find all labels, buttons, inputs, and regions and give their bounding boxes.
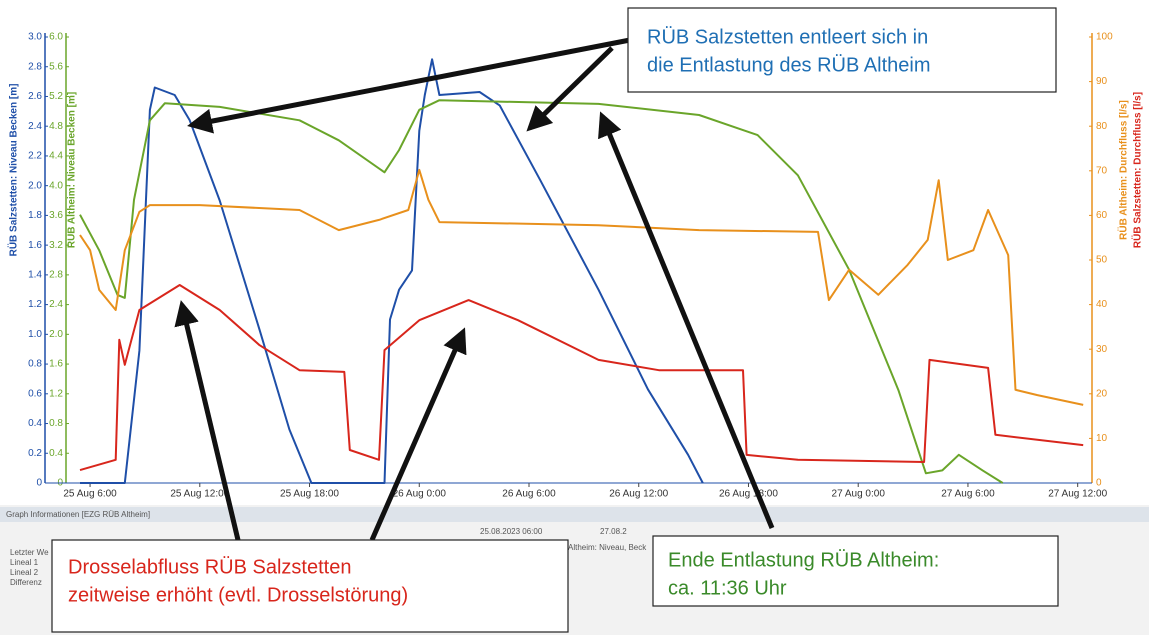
y-tick-label: 4.0 [49,180,63,191]
axis-title: RÜB Salzstetten: Niveau Becken [m] [7,84,20,257]
x-tick-label: 25 Aug 12:00 [170,489,229,500]
y-tick-label: 30 [1096,344,1108,355]
series-line [79,284,1084,472]
y-tick-label: 1.4 [28,270,42,281]
annotation-text: RÜB Salzstetten entleert sich in [647,26,928,48]
annotation-text: zeitweise erhöht (evtl. Drosselstörung) [68,584,408,606]
arrow [369,327,467,542]
y-tick-label: 60 [1096,210,1108,221]
annotation-box [627,7,1057,93]
annotations: RÜB Salzstetten entleert sich in die Entl… [51,7,1059,633]
panel-from: 25.08.2023 06:00 [480,527,543,536]
panel-column: Altheim: Niveau, Beck [568,543,647,552]
panel-row: Lineal 1 [10,558,39,567]
y-tick-label: 80 [1096,121,1108,132]
y-tick-label: 0.8 [49,418,63,429]
y-tick-label: 0.4 [28,418,42,429]
panel-title: Graph Informationen [EZG RÜB Altheim] [6,510,150,519]
x-tick-label: 26 Aug 12:00 [609,489,668,500]
y-tick-label: 10 [1096,433,1108,444]
y-tick-label: 5.2 [49,91,63,102]
annotation-box [51,539,569,633]
y-tick-label: 0.8 [28,359,42,370]
y-tick-label: 1.2 [49,388,63,399]
y-tick-label: 0.2 [28,448,42,459]
series-line [80,58,704,484]
y-tick-label: 0 [36,478,42,489]
arrow [598,111,775,529]
arrow [526,46,614,132]
x-tick-label: 27 Aug 6:00 [941,489,995,500]
y-tick-label: 1.0 [28,329,42,340]
panel-row: Differenz [10,578,42,587]
series-line [79,168,1084,406]
y-tick-label: 100 [1096,32,1113,43]
y-tick-label: 50 [1096,255,1108,266]
y-tick-label: 1.6 [28,240,42,251]
y-tick-label: 90 [1096,76,1108,87]
panel-to: 27.08.2 [600,527,627,536]
y-tick-label: 1.2 [28,299,42,310]
y-tick-label: 4.4 [49,151,63,162]
x-tick-label: 26 Aug 0:00 [393,489,447,500]
x-tick-label: 26 Aug 18:00 [719,489,778,500]
axis-title: RÜB Salzstetten: Durchfluss [l/s] [1131,92,1144,248]
series-line [79,99,1004,484]
panel-row: Letzter We [10,548,49,557]
y-tick-label: 3.6 [49,210,63,221]
y-tick-label: 0.6 [28,388,42,399]
y-tick-label: 2.0 [49,329,63,340]
axis-title: RÜB Altheim: Durchfluss [l/s] [1117,100,1130,240]
y-tick-label: 40 [1096,299,1108,310]
y-tick-label: 1.8 [28,210,42,221]
y-tick-label: 2.4 [49,299,63,310]
y-tick-label: 5.6 [49,61,63,72]
x-tick-label: 27 Aug 12:00 [1048,489,1107,500]
x-tick-label: 26 Aug 6:00 [502,489,556,500]
axis-title: RÜB Altheim: Niveau Becken [m] [65,92,78,248]
y-tick-label: 4.8 [49,121,63,132]
y-tick-label: 0 [1096,478,1102,489]
y-tick-label: 70 [1096,165,1108,176]
annotation-box [652,535,1059,607]
annotation-text: die Entlastung des RÜB Altheim [647,54,931,76]
arrow [174,300,241,541]
y-tick-label: 2.4 [28,121,42,132]
annotation-text: ca. 11:36 Uhr [668,577,787,599]
y-tick-label: 2.0 [28,180,42,191]
annotation-text: Drosselabfluss RÜB Salzstetten [68,556,351,578]
y-tick-label: 1.6 [49,359,63,370]
y-tick-label: 3.2 [49,240,63,251]
y-tick-label: 6.0 [49,32,63,43]
y-tick-label: 2.6 [28,91,42,102]
panel-header [0,507,1149,522]
y-tick-label: 2.8 [49,270,63,281]
x-tick-label: 25 Aug 18:00 [280,489,339,500]
y-tick-label: 0.4 [49,448,63,459]
annotation-text: Ende Entlastung RÜB Altheim: [668,549,939,571]
panel-row: Lineal 2 [10,568,39,577]
y-tick-label: 2.8 [28,61,42,72]
y-tick-label: 3.0 [28,32,42,43]
y-tick-label: 20 [1096,388,1108,399]
x-tick-label: 27 Aug 0:00 [832,489,886,500]
plot-area: 0 0.2 0.4 0.6 0.8 1.0 1.2 1.4 1.6 1.8 2.0 2.2 2.4 2.6… [7,32,1144,500]
arrow [187,37,631,134]
x-tick-label: 25 Aug 6:00 [63,489,117,500]
y-tick-label: 2.2 [28,151,42,162]
